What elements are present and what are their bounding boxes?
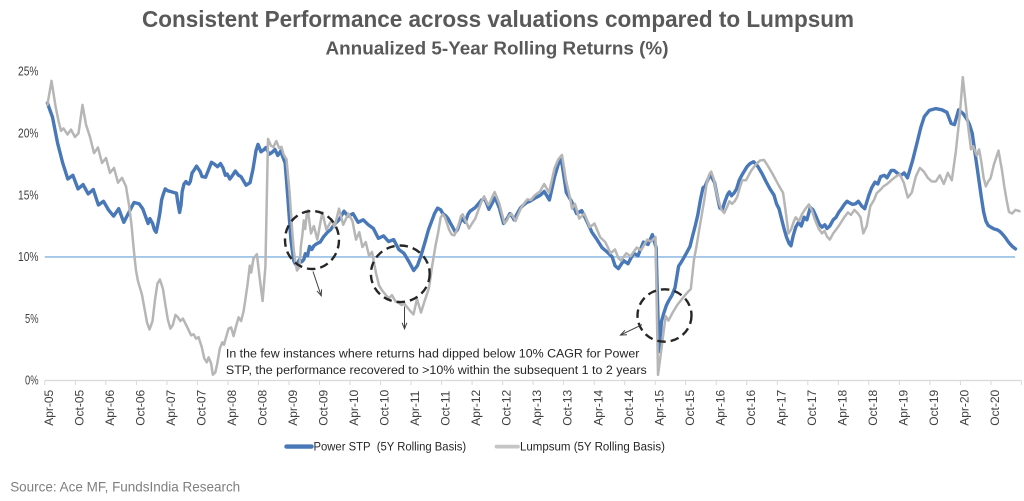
svg-text:Oct-15: Oct-15 — [683, 389, 697, 425]
svg-text:Apr-19: Apr-19 — [897, 389, 911, 425]
svg-text:In the few instances where ret: In the few instances where returns had d… — [226, 347, 640, 361]
svg-text:Power STP (5Y Rolling Basis): Power STP (5Y Rolling Basis) — [314, 440, 467, 454]
svg-text:Apr-13: Apr-13 — [530, 389, 544, 425]
svg-text:Oct-07: Oct-07 — [195, 389, 209, 425]
svg-text:20%: 20% — [18, 127, 39, 141]
svg-text:Apr-18: Apr-18 — [835, 389, 849, 425]
svg-text:Apr-11: Apr-11 — [408, 390, 422, 425]
svg-text:Oct-08: Oct-08 — [256, 389, 270, 425]
svg-text:Apr-12: Apr-12 — [469, 389, 483, 425]
svg-text:Apr-14: Apr-14 — [591, 389, 605, 425]
svg-text:Oct-10: Oct-10 — [378, 389, 392, 425]
svg-text:Apr-10: Apr-10 — [347, 389, 361, 425]
svg-text:10%: 10% — [18, 250, 39, 264]
svg-text:Oct-14: Oct-14 — [622, 389, 636, 425]
svg-text:Apr-20: Apr-20 — [958, 389, 972, 425]
svg-text:Oct-13: Oct-13 — [561, 389, 575, 425]
svg-text:STP, the performance recovered: STP, the performance recovered to >10% w… — [226, 363, 647, 377]
svg-text:Apr-07: Apr-07 — [164, 389, 178, 425]
svg-text:Oct-17: Oct-17 — [805, 389, 819, 425]
svg-text:Oct-12: Oct-12 — [500, 389, 514, 425]
svg-text:Oct-20: Oct-20 — [988, 389, 1002, 425]
svg-text:Lumpsum (5Y Rolling Basis): Lumpsum (5Y Rolling Basis) — [520, 440, 665, 454]
svg-text:Oct-11: Oct-11 — [439, 390, 453, 425]
svg-text:0%: 0% — [25, 374, 39, 388]
svg-text:Apr-05: Apr-05 — [42, 389, 56, 425]
svg-text:Consistent Performance across: Consistent Performance across valuations… — [142, 6, 854, 32]
svg-text:Apr-09: Apr-09 — [286, 389, 300, 425]
svg-text:Apr-08: Apr-08 — [225, 389, 239, 425]
svg-text:Oct-09: Oct-09 — [317, 389, 331, 425]
svg-text:Annualized 5-Year Rolling Retu: Annualized 5-Year Rolling Returns (%) — [326, 37, 669, 58]
svg-text:Oct-16: Oct-16 — [744, 389, 758, 425]
svg-text:Source: Ace MF, FundsIndia Res: Source: Ace MF, FundsIndia Research — [10, 480, 240, 495]
svg-text:Apr-17: Apr-17 — [774, 389, 788, 425]
svg-text:Oct-06: Oct-06 — [134, 389, 148, 425]
svg-text:15%: 15% — [18, 188, 39, 202]
svg-text:Oct-05: Oct-05 — [72, 389, 86, 425]
svg-text:5%: 5% — [25, 312, 39, 326]
svg-text:25%: 25% — [18, 65, 39, 79]
svg-text:Apr-15: Apr-15 — [652, 389, 666, 425]
svg-text:Apr-16: Apr-16 — [713, 389, 727, 425]
svg-text:Oct-19: Oct-19 — [927, 389, 941, 425]
svg-text:Apr-06: Apr-06 — [103, 389, 117, 425]
svg-text:Oct-18: Oct-18 — [866, 389, 880, 425]
